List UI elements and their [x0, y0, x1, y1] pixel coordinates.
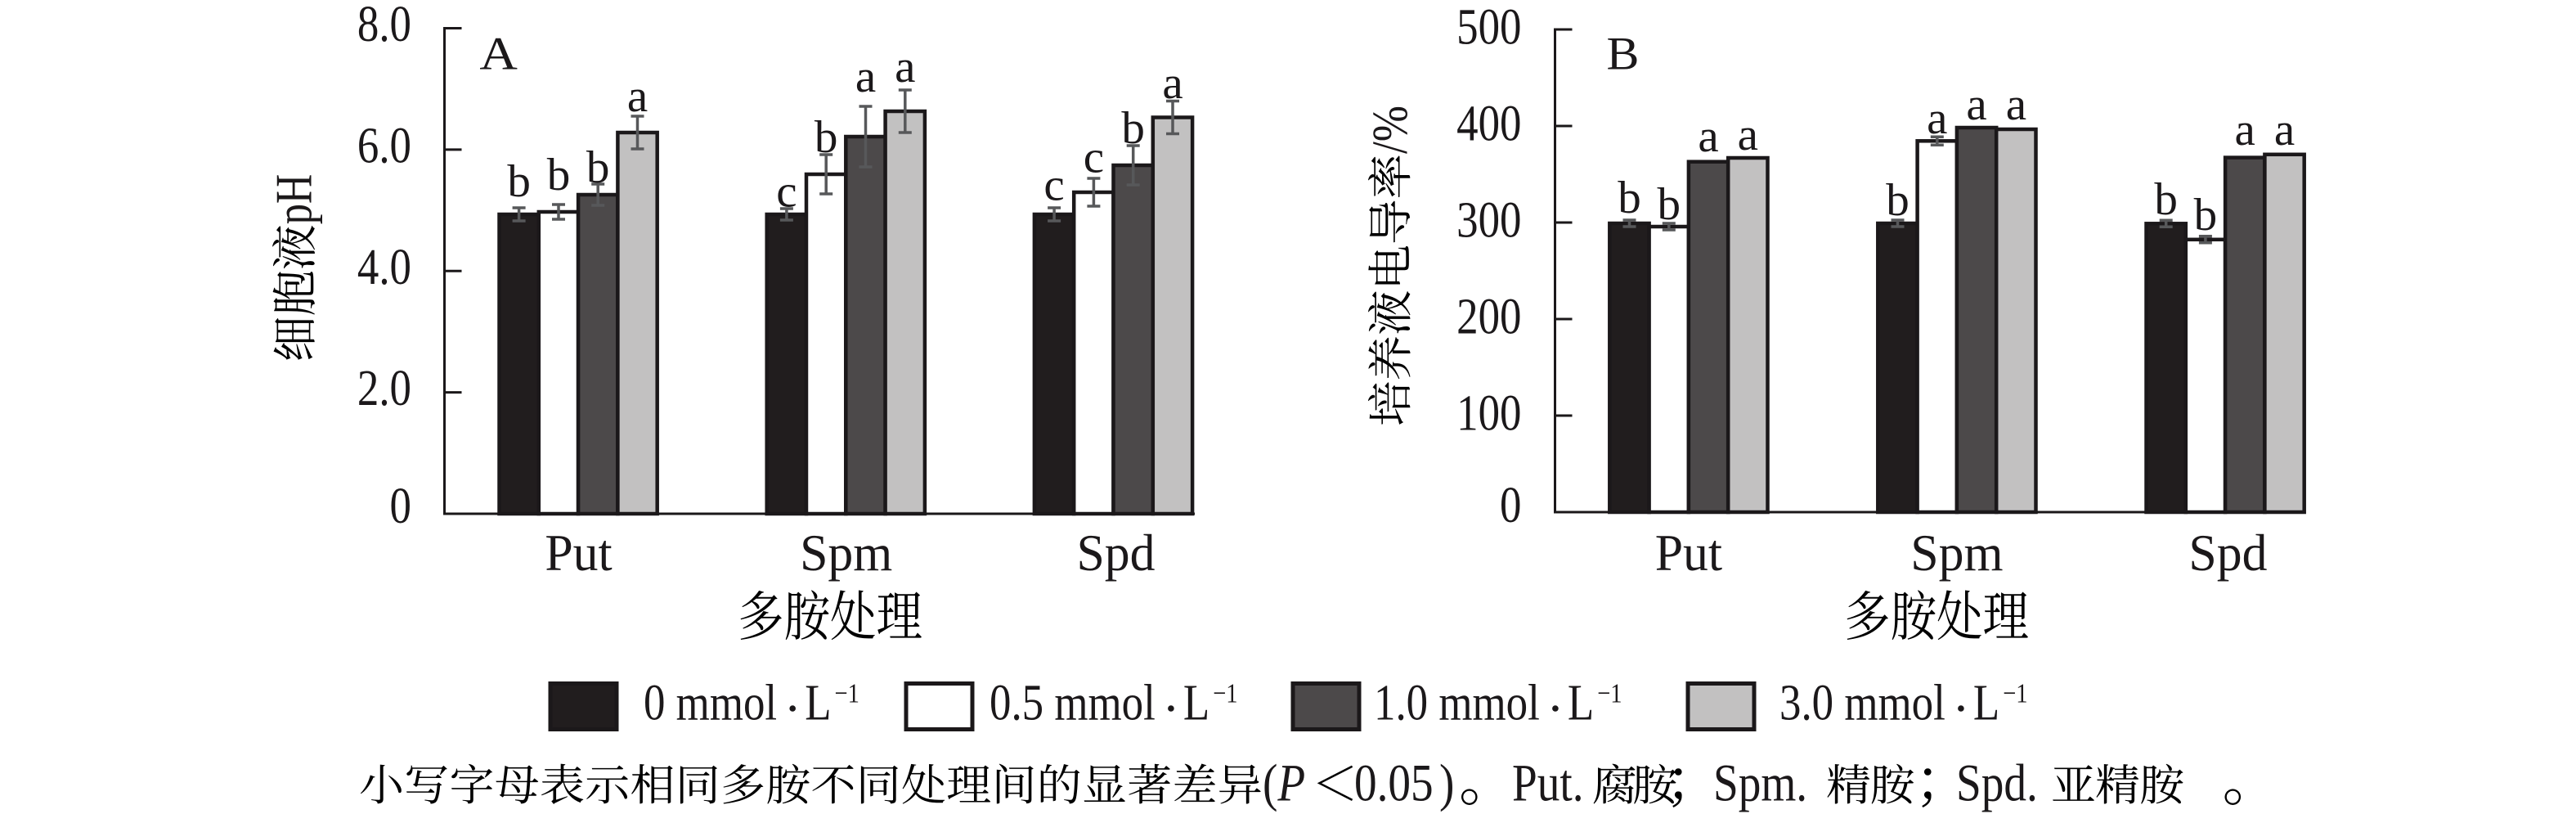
svg-text:0.05: 0.05: [1354, 753, 1434, 812]
svg-text:L: L: [1183, 673, 1209, 731]
svg-text:2.0: 2.0: [357, 359, 411, 416]
svg-text:300: 300: [1456, 191, 1521, 248]
svg-text:−1: −1: [835, 677, 859, 708]
svg-text:400: 400: [1456, 94, 1521, 151]
svg-text:/%: /%: [1363, 106, 1418, 154]
svg-text:−1: −1: [1213, 677, 1237, 708]
svg-text:8.0: 8.0: [357, 0, 411, 52]
svg-text:a: a: [855, 52, 876, 101]
svg-text:a: a: [895, 42, 915, 92]
svg-text:pH: pH: [266, 174, 323, 225]
svg-text:3.0 mmol: 3.0 mmol: [1779, 673, 1945, 731]
svg-text:b: b: [586, 142, 610, 192]
svg-text:b: b: [2194, 190, 2218, 240]
svg-text:b: b: [1658, 179, 1681, 229]
svg-text:L: L: [805, 673, 831, 731]
svg-text:0 mmol: 0 mmol: [644, 673, 777, 731]
svg-text:a: a: [1738, 110, 1758, 160]
svg-text:L: L: [1973, 673, 1999, 731]
svg-text:(: (: [1263, 753, 1277, 812]
svg-text:P: P: [1277, 753, 1305, 812]
svg-text:b: b: [547, 150, 571, 200]
svg-text:b: b: [2154, 174, 2178, 224]
svg-text:): ): [1439, 753, 1454, 812]
svg-text:0: 0: [1500, 476, 1521, 533]
svg-text:Spm.: Spm.: [1713, 753, 1807, 812]
svg-text:b: b: [1121, 103, 1145, 153]
svg-text:1.0 mmol: 1.0 mmol: [1374, 673, 1540, 731]
svg-text:6.0: 6.0: [357, 116, 411, 173]
svg-text:4.0: 4.0: [357, 238, 411, 295]
svg-text:b: b: [507, 156, 531, 206]
svg-text:a: a: [1927, 93, 1947, 143]
svg-text:a: a: [627, 71, 648, 121]
svg-text:a: a: [2274, 105, 2295, 155]
svg-text:c: c: [776, 167, 797, 217]
svg-text:c: c: [1043, 160, 1064, 210]
svg-text:−1: −1: [2003, 677, 2027, 708]
svg-text:Put: Put: [545, 524, 612, 582]
svg-text:a: a: [1698, 111, 1718, 161]
svg-text:Put.: Put.: [1512, 753, 1584, 812]
svg-text:0.5 mmol: 0.5 mmol: [990, 673, 1156, 731]
svg-text:b: b: [1886, 175, 1910, 225]
svg-text:200: 200: [1456, 287, 1521, 344]
svg-text:500: 500: [1456, 0, 1521, 56]
svg-text:L: L: [1568, 673, 1594, 731]
svg-text:c: c: [1084, 133, 1104, 182]
svg-text:Put: Put: [1655, 524, 1722, 582]
svg-text:b: b: [815, 112, 838, 162]
svg-text:Spd: Spd: [2188, 524, 2267, 582]
svg-text:Spd.: Spd.: [1956, 753, 2038, 812]
svg-text:−1: −1: [1597, 677, 1622, 708]
svg-text:a: a: [2235, 105, 2255, 155]
svg-text:B: B: [1607, 28, 1640, 79]
svg-text:Spm: Spm: [1910, 524, 2003, 582]
svg-text:0: 0: [390, 477, 411, 534]
svg-text:100: 100: [1456, 384, 1521, 441]
svg-text:Spm: Spm: [800, 524, 892, 582]
svg-text:b: b: [1618, 173, 1641, 223]
svg-text:a: a: [1966, 79, 1986, 129]
svg-text:a: a: [2006, 79, 2026, 129]
svg-text:Spd: Spd: [1076, 524, 1155, 582]
svg-text:A: A: [479, 29, 518, 80]
svg-text:a: a: [1162, 58, 1183, 108]
